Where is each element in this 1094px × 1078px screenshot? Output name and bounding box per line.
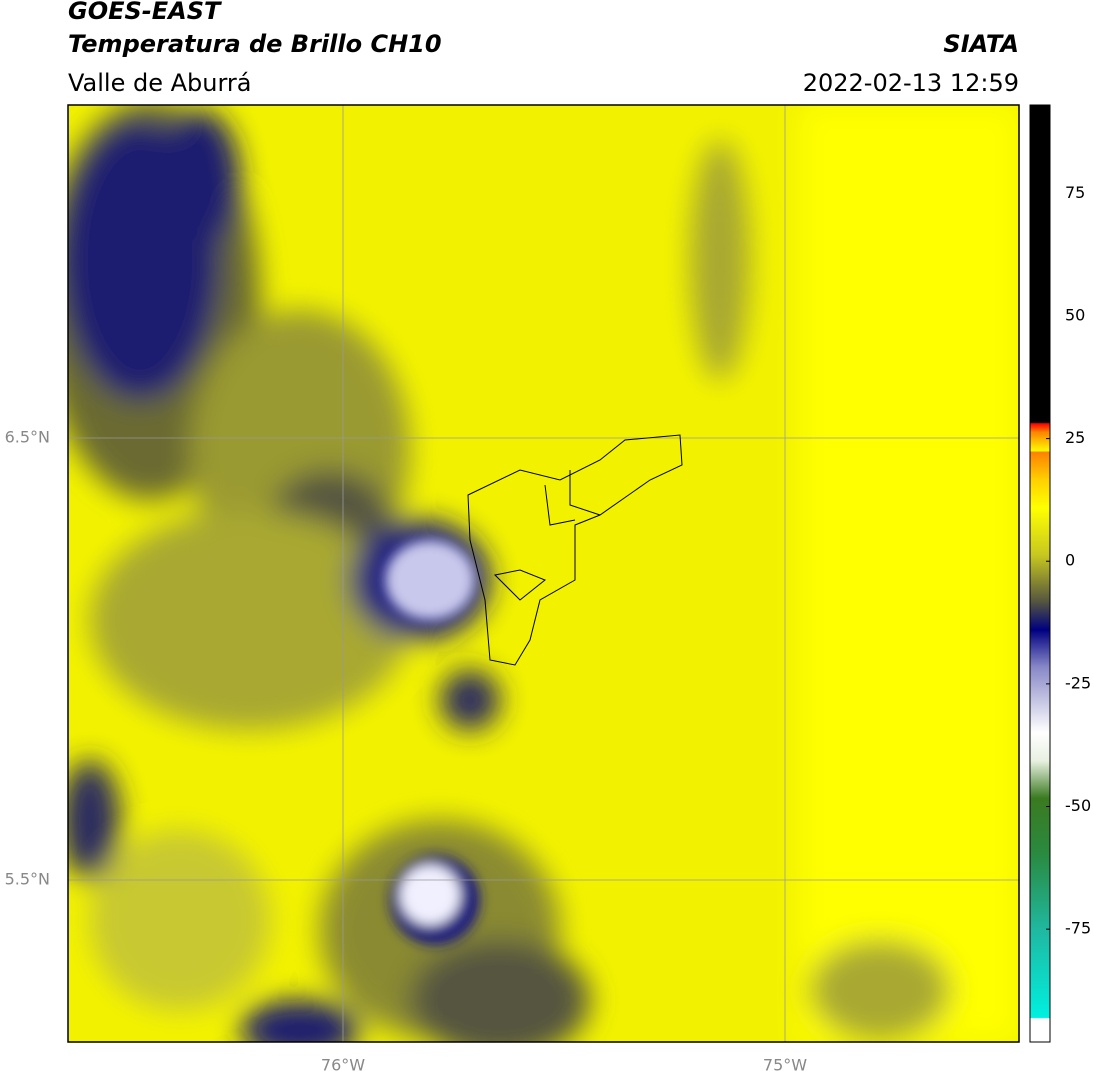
region: Valle de Aburrá bbox=[68, 69, 252, 97]
colorbar-tick-label: 0 bbox=[1065, 551, 1075, 570]
lon-label: 76°W bbox=[321, 1056, 365, 1075]
source: SIATA bbox=[943, 30, 1019, 58]
satellite-image bbox=[68, 105, 1019, 1042]
colorbar-tick-label: -50 bbox=[1065, 796, 1091, 815]
colorbar bbox=[1029, 104, 1051, 1043]
subtitle: Temperatura de Brillo CH10 bbox=[68, 30, 442, 58]
colorbar-tick-label: -75 bbox=[1065, 919, 1091, 938]
lat-label: 6.5°N bbox=[5, 428, 50, 447]
lat-label: 5.5°N bbox=[5, 870, 50, 889]
colorbar-tick-label: 75 bbox=[1065, 183, 1085, 202]
lon-label: 75°W bbox=[763, 1056, 807, 1075]
colorbar-tick-label: 50 bbox=[1065, 305, 1085, 324]
map-frame bbox=[67, 104, 1020, 1043]
colorbar-tick-label: 25 bbox=[1065, 428, 1085, 447]
datetime: 2022-02-13 12:59 bbox=[803, 69, 1019, 97]
colorbar-tick-label: -25 bbox=[1065, 673, 1091, 692]
title: GOES-EAST bbox=[68, 0, 222, 25]
